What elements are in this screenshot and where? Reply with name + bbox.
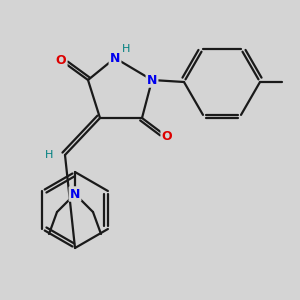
Text: N: N <box>70 188 80 200</box>
Text: O: O <box>56 53 66 67</box>
Text: H: H <box>122 44 130 54</box>
Text: H: H <box>45 150 53 160</box>
Text: N: N <box>110 52 120 64</box>
Text: O: O <box>162 130 172 143</box>
Text: N: N <box>147 74 157 86</box>
